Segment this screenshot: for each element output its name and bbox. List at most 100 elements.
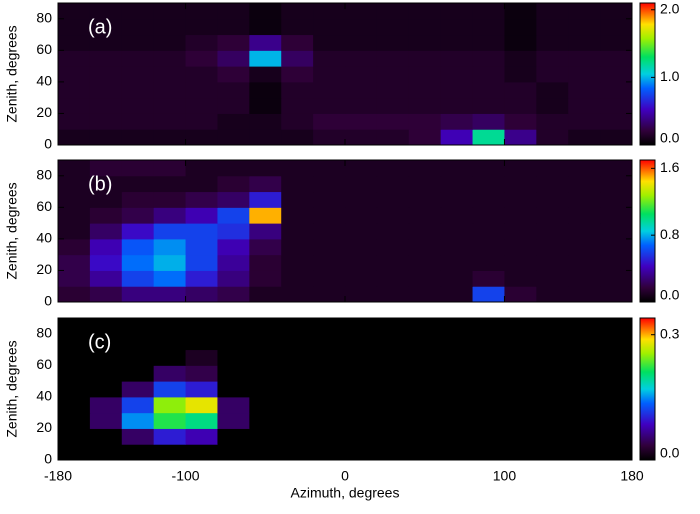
- heatmap-cell: [568, 129, 601, 146]
- heatmap-cell: [121, 3, 155, 20]
- heatmap-cell: [217, 286, 250, 303]
- heatmap-cell: [440, 381, 474, 398]
- heatmap-cell: [217, 175, 250, 193]
- heatmap-cell: [408, 129, 442, 146]
- heatmap-cell: [345, 129, 378, 146]
- heatmap-cell: [440, 160, 474, 177]
- heatmap-cell: [153, 365, 187, 382]
- heatmap-cell: [472, 333, 505, 351]
- heatmap-cell: [536, 428, 569, 445]
- heatmap-cell: [313, 444, 346, 461]
- heatmap-cell: [568, 97, 601, 114]
- heatmap-cell: [376, 238, 410, 256]
- heatmap-cell: [568, 349, 601, 366]
- heatmap-cell: [408, 349, 442, 366]
- heatmap-cell: [121, 129, 155, 146]
- heatmap-cell: [185, 66, 218, 83]
- heatmap-cell: [313, 412, 346, 429]
- heatmap-cell: [185, 50, 218, 67]
- heatmap-cell: [408, 318, 442, 335]
- heatmap-cell: [58, 113, 91, 130]
- heatmap-cell: [568, 254, 601, 271]
- heatmap-cell: [313, 97, 346, 114]
- heatmap-cell: [121, 50, 155, 67]
- heatmap-cell: [281, 97, 314, 114]
- heatmap-cell: [217, 223, 250, 240]
- heatmap-cell: [121, 97, 155, 114]
- heatmap-cell: [185, 207, 218, 224]
- heatmap-cell: [249, 254, 282, 271]
- heatmap-cell: [249, 238, 282, 256]
- heatmap-cell: [600, 66, 633, 83]
- heatmap-cell: [568, 412, 601, 429]
- heatmap-cell: [217, 349, 250, 366]
- heatmap-cell: [472, 3, 505, 20]
- heatmap-cell: [217, 365, 250, 382]
- heatmap-cell: [89, 396, 123, 414]
- heatmap-cell: [217, 160, 250, 177]
- heatmap-cell: [345, 223, 378, 240]
- x-axis-label: Azimuth, degrees: [291, 485, 400, 501]
- heatmap-cell: [153, 444, 187, 461]
- heatmap-cell: [472, 349, 505, 366]
- x-tick-label: -180: [44, 468, 72, 484]
- heatmap-cell: [249, 286, 282, 303]
- y-tick-label: 80: [36, 9, 52, 25]
- heatmap-cell: [89, 223, 123, 240]
- heatmap-cell: [600, 412, 633, 429]
- heatmap-cell: [536, 254, 569, 271]
- heatmap-cell: [440, 175, 474, 193]
- heatmap-cell: [249, 270, 282, 287]
- heatmap-cell: [121, 66, 155, 83]
- heatmap-cell: [249, 113, 282, 130]
- heatmap-cell: [376, 286, 410, 303]
- heatmap-cell: [281, 412, 314, 429]
- heatmap-cell: [217, 381, 250, 398]
- heatmap-cell: [408, 18, 442, 36]
- heatmap-cell: [408, 34, 442, 51]
- heatmap-cell: [58, 318, 91, 335]
- heatmap-cell: [600, 238, 633, 256]
- heatmap-cell: [504, 270, 537, 287]
- heatmap-cell: [504, 129, 537, 146]
- heatmap-cell: [281, 207, 314, 224]
- heatmap-cell: [536, 18, 569, 36]
- heatmap-cell: [185, 254, 218, 271]
- heatmap-cell: [536, 129, 569, 146]
- heatmap-cell: [281, 129, 314, 146]
- heatmap-cell: [153, 396, 187, 414]
- heatmap-cell: [376, 223, 410, 240]
- heatmap-cell: [472, 66, 505, 83]
- heatmap-cell: [345, 50, 378, 67]
- heatmap-cell: [313, 3, 346, 20]
- heatmap-cell: [408, 50, 442, 67]
- heatmap-cell: [313, 381, 346, 398]
- heatmap-cell: [472, 18, 505, 36]
- heatmap-cell: [536, 365, 569, 382]
- heatmap-cell: [376, 129, 410, 146]
- heatmap-cell: [376, 175, 410, 193]
- heatmap-cell: [153, 50, 187, 67]
- heatmap-cell: [376, 3, 410, 20]
- heatmap-cell: [89, 428, 123, 445]
- heatmap-cell: [504, 254, 537, 271]
- heatmap-cell: [58, 365, 91, 382]
- heatmap-cell: [281, 191, 314, 208]
- heatmap-cell: [313, 270, 346, 287]
- heatmap-cell: [376, 113, 410, 130]
- heatmap-cell: [58, 223, 91, 240]
- heatmap-cell: [472, 318, 505, 335]
- heatmap-cell: [249, 160, 282, 177]
- heatmap-cell: [313, 18, 346, 36]
- heatmap-cell: [440, 286, 474, 303]
- heatmap-cell: [217, 444, 250, 461]
- heatmap-cell: [536, 396, 569, 414]
- heatmap-cell: [504, 238, 537, 256]
- heatmap-cell: [472, 412, 505, 429]
- heatmap-cell: [408, 191, 442, 208]
- heatmap-cell: [408, 381, 442, 398]
- heatmap-cell: [472, 113, 505, 130]
- heatmap-cell: [153, 223, 187, 240]
- heatmap-cell: [313, 50, 346, 67]
- heatmap-cell: [281, 254, 314, 271]
